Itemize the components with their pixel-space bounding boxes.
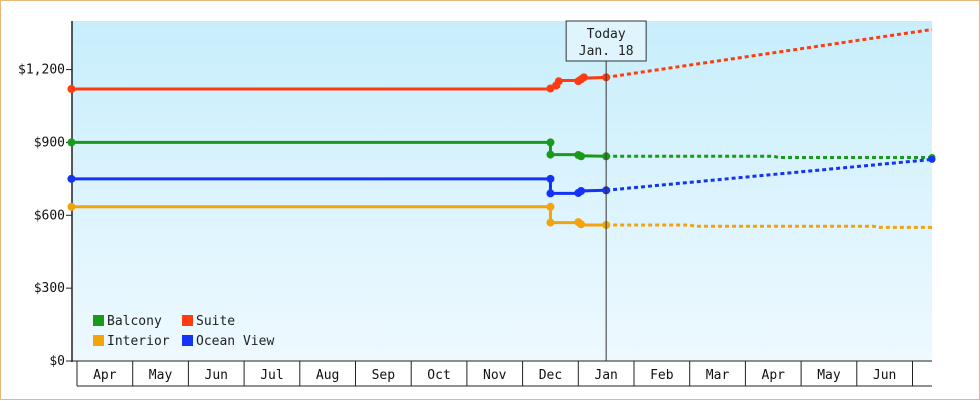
x-tick-label: Dec [539,368,562,383]
today-marker: Today Jan. 18 [565,20,647,361]
x-axis: Apr May Jun Jul Aug Sep Oct Nov Dec Jan Feb Mar Apr M… [72,360,932,387]
x-tick-label: Apr [93,368,117,383]
legend-label-ocean-view: Ocean View [196,334,274,349]
data-point [577,187,586,195]
y-tick-label: $1,200 [18,63,65,78]
x-tick-label: Nov [483,368,507,383]
forecast-end-point [928,155,936,163]
x-tick-label: Jun [205,368,228,383]
data-point [546,174,555,183]
x-tick-label: May [817,368,841,383]
legend-swatch-interior [93,335,104,346]
series-layer [67,28,936,229]
today-label: Today [587,27,626,42]
x-tick-label: Sep [372,368,396,383]
data-point [67,202,76,211]
data-point [67,138,76,147]
today-date: Jan. 18 [579,44,634,59]
data-point [67,85,76,93]
data-point [577,152,586,161]
y-tick-label: $300 [34,281,65,296]
data-point [546,218,555,227]
series-forecast-interior [606,223,932,229]
x-tick-label: Feb [650,368,674,383]
data-point [546,138,555,147]
legend: Balcony Suite Interior Ocean View [93,314,274,349]
series-ocean-view [67,155,936,198]
legend-swatch-balcony [93,315,104,326]
data-point [554,77,563,86]
x-tick-label: Apr [762,368,786,383]
data-point [546,150,555,159]
legend-label-balcony: Balcony [107,314,162,329]
legend-label-suite: Suite [196,314,235,329]
y-tick-label: $900 [34,135,65,150]
today-box [565,20,647,62]
data-point [546,202,555,211]
x-tick-label: Mar [706,368,730,383]
x-tick-label: May [149,368,173,383]
series-interior [67,202,932,229]
x-tick-label: Jan [594,368,617,383]
x-tick-label: Oct [427,368,450,383]
data-point [579,73,588,82]
plot-area [72,21,932,361]
series-forecast-suite [605,28,933,79]
series-balcony [67,138,936,161]
data-point [577,220,586,229]
x-tick-label: Jul [260,368,283,383]
x-tick-label: Aug [316,368,339,383]
data-point [546,189,555,198]
y-tick-label: $0 [49,354,65,369]
x-tick-label: Jun [873,368,896,383]
data-point [67,174,76,183]
legend-swatch-ocean-view [182,335,193,346]
legend-swatch-suite [182,315,193,326]
y-axis: $0 $300 $600 $900 $1,200 [18,21,73,369]
y-tick-label: $600 [34,208,65,223]
series-forecast-ocean-view [606,157,933,192]
series-forecast-balcony [606,154,932,159]
legend-label-interior: Interior [107,334,170,349]
